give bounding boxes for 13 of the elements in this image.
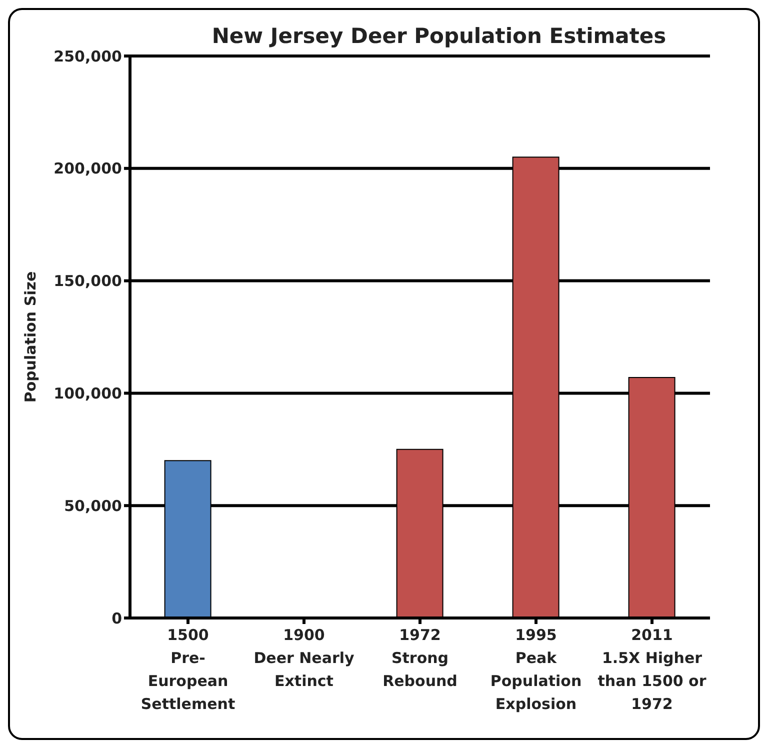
x-tick-label: 1995 Peak Population Explosion [490,626,582,713]
y-tick-label: 100,000 [54,384,122,403]
y-tick-label: 50,000 [64,496,122,515]
x-tick-label: 1972 Strong Rebound [382,626,458,690]
y-axis-title: Population Size [21,271,40,403]
x-tick-label: 2011 1.5X Higher than 1500 or 1972 [598,626,707,713]
y-tick-label: 150,000 [54,272,122,290]
chart-title: New Jersey Deer Population Estimates [210,24,668,48]
y-tick-label: 0 [112,609,122,628]
x-tick-label: 1500 Pre- European Settlement [140,626,236,713]
y-tick-label: 250,000 [54,47,122,66]
x-tick-label: 1900 Deer Nearly Extinct [254,626,355,690]
y-tick-label: 200,000 [54,160,122,178]
